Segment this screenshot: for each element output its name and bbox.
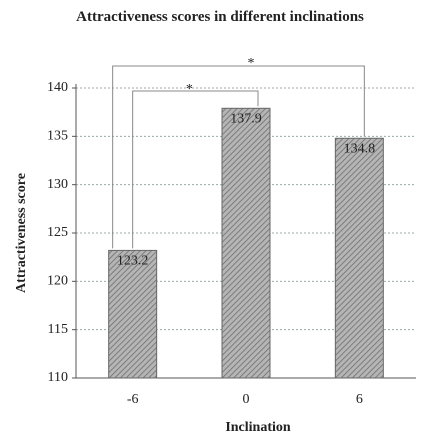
chart-title: Attractiveness scores in different incli…: [76, 9, 364, 25]
y-tick-label: 125: [47, 225, 68, 240]
significance-bracket: [132, 90, 259, 249]
value-label: 134.8: [344, 141, 376, 156]
significance-bracket: [112, 65, 365, 249]
bar: [334, 137, 384, 379]
y-tick-label: 130: [47, 177, 68, 192]
y-tick-label: 110: [48, 370, 68, 385]
bar: [108, 249, 158, 379]
y-tick-label: 140: [47, 80, 68, 95]
value-label: 123.2: [117, 254, 149, 269]
y-tick-label: 115: [48, 322, 68, 337]
x-tick-label: 6: [356, 392, 363, 407]
y-tick-label: 120: [47, 274, 68, 289]
annotation: *: [248, 56, 255, 71]
x-tick-label: -6: [127, 392, 139, 407]
value-label: 137.9: [230, 112, 262, 127]
x-axis-label: Inclination: [225, 420, 291, 435]
y-tick-label: 135: [47, 129, 68, 144]
annotation: *: [186, 82, 193, 97]
bar: [221, 107, 271, 379]
x-tick-label: 0: [243, 392, 250, 407]
y-axis-label: Attractiveness score: [14, 173, 29, 293]
